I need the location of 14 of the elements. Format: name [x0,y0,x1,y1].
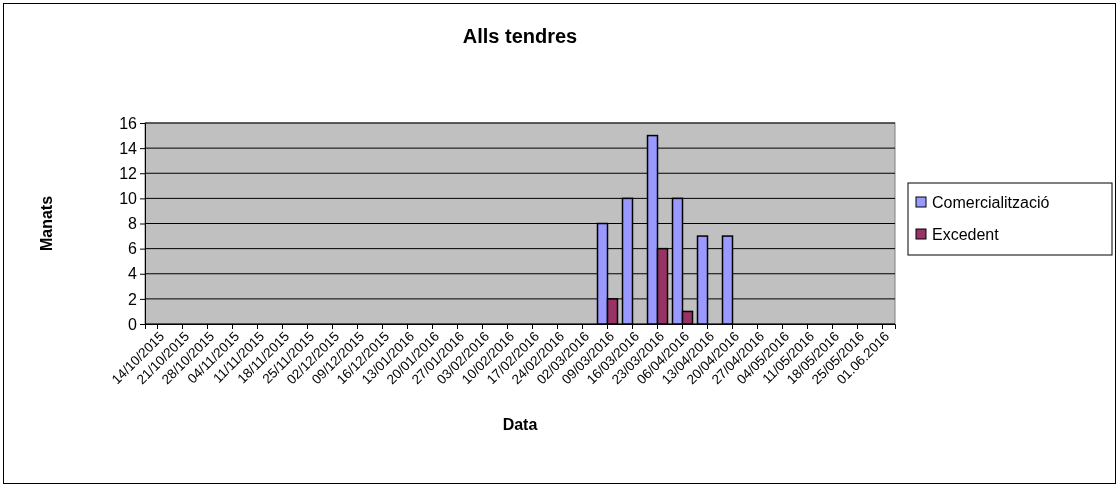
legend-label: Excedent [932,226,1000,243]
y-tick-label: 14 [119,139,138,157]
y-tick-label: 16 [119,114,138,132]
y-tick-label: 6 [128,240,138,258]
y-tick-label: 12 [119,164,138,182]
y-axis-title: Manats [38,195,55,252]
y-tick-label: 8 [128,215,138,233]
chart-title: Alls tendres [462,25,578,47]
y-tick-label: 4 [128,265,138,283]
y-tick-label: 0 [128,315,138,333]
y-tick-label: 2 [128,290,138,308]
legend-label: Comercialització [932,194,1050,211]
y-tick-label: 10 [119,189,138,207]
x-axis-title: Data [502,416,538,433]
